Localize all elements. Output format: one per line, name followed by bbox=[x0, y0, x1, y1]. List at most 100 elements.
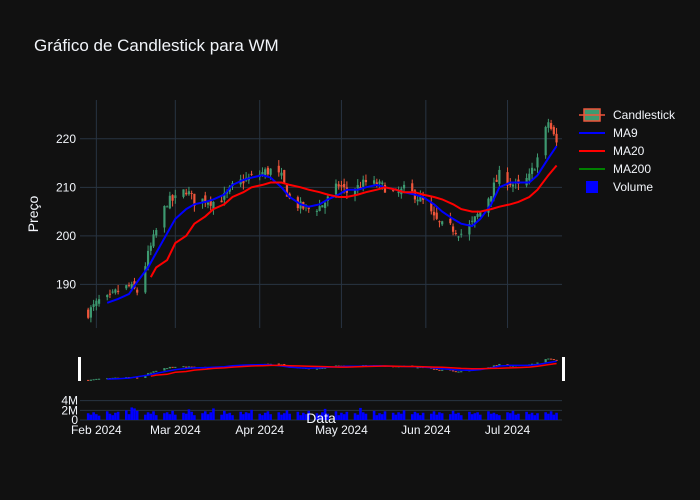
volume-bar bbox=[528, 414, 531, 420]
mini-candle bbox=[277, 363, 280, 365]
volume-bar bbox=[184, 413, 188, 420]
volume-bar bbox=[187, 409, 191, 420]
volume-tick-label: 0 bbox=[71, 413, 78, 427]
candle-body bbox=[451, 226, 455, 232]
volume-bar bbox=[402, 410, 406, 420]
candle-body bbox=[419, 196, 422, 202]
volume-bar bbox=[451, 410, 455, 420]
candle-body bbox=[204, 195, 207, 203]
volume-bar bbox=[282, 413, 286, 420]
chart-legend[interactable]: Candlestick MA9 MA20 MA200 Volume bbox=[579, 108, 676, 194]
volume-bar bbox=[277, 412, 281, 420]
volume-bar bbox=[220, 414, 223, 420]
mini-candle bbox=[315, 368, 319, 370]
candle-body bbox=[174, 195, 177, 199]
candle-body bbox=[146, 250, 150, 267]
volume-bar bbox=[130, 407, 134, 420]
volume-bar bbox=[304, 414, 308, 420]
candle-body bbox=[130, 284, 133, 290]
candle-body bbox=[492, 182, 496, 200]
candle-body bbox=[536, 157, 539, 168]
volume-bar bbox=[397, 412, 400, 420]
mini-candle bbox=[495, 365, 498, 367]
candle-body bbox=[383, 184, 387, 193]
x-axis-title: Data bbox=[306, 410, 336, 426]
mini-candle bbox=[152, 371, 155, 373]
candle-body bbox=[490, 196, 493, 202]
mini-candle bbox=[552, 359, 555, 361]
volume-bar bbox=[473, 413, 477, 420]
candle-body bbox=[223, 192, 226, 200]
volume-bar bbox=[552, 414, 556, 420]
volume-bar bbox=[410, 414, 414, 420]
candle-body bbox=[321, 205, 324, 208]
candle-body bbox=[152, 234, 155, 247]
candle-body bbox=[353, 190, 357, 196]
volume-bar bbox=[372, 410, 376, 420]
volume-bar bbox=[421, 412, 425, 420]
candle-body bbox=[209, 200, 212, 206]
candle-body bbox=[476, 214, 479, 217]
candle-body bbox=[364, 180, 368, 183]
mini-candle bbox=[174, 366, 177, 368]
volume-bar bbox=[244, 412, 248, 420]
candle-body bbox=[285, 185, 289, 197]
volume-bar bbox=[380, 414, 384, 420]
volume-bar bbox=[86, 413, 90, 420]
y-tick-label: 190 bbox=[56, 277, 76, 291]
candle-body bbox=[206, 202, 210, 205]
mini-candle bbox=[146, 373, 150, 375]
volume-bar bbox=[391, 412, 395, 420]
volume-bar bbox=[250, 409, 253, 420]
volume-bar bbox=[394, 414, 398, 420]
range-handle-left bbox=[78, 357, 81, 381]
candle-body bbox=[108, 293, 112, 295]
mini-candle bbox=[334, 365, 338, 367]
y-tick-label: 200 bbox=[56, 229, 76, 243]
volume-bar bbox=[517, 413, 520, 420]
volume-bar bbox=[116, 411, 120, 420]
volume-bar bbox=[206, 414, 210, 420]
mini-candle bbox=[166, 368, 169, 370]
candle-body bbox=[89, 307, 92, 318]
volume-bar bbox=[261, 415, 264, 420]
candle-body bbox=[212, 201, 215, 210]
price-candles bbox=[87, 118, 558, 323]
candle-body bbox=[323, 202, 327, 208]
candle-body bbox=[468, 223, 471, 235]
volume-bar bbox=[163, 413, 166, 420]
volume-bar bbox=[555, 412, 558, 420]
volume-bar bbox=[334, 411, 338, 420]
candle-body bbox=[283, 170, 286, 183]
mini-candle bbox=[168, 366, 171, 369]
candle-body bbox=[362, 179, 365, 187]
volume-bar bbox=[364, 413, 368, 420]
range-slider-preview[interactable] bbox=[78, 357, 565, 381]
mini-candle bbox=[89, 379, 92, 381]
mini-candle bbox=[283, 363, 286, 366]
candle-body bbox=[441, 221, 444, 225]
candle-body bbox=[264, 169, 267, 176]
x-tick-label: Mar 2024 bbox=[150, 423, 201, 437]
volume-bar bbox=[323, 408, 327, 420]
mini-candle bbox=[498, 363, 501, 366]
candle-body bbox=[397, 191, 400, 194]
legend-item-ma200: MA200 bbox=[579, 162, 651, 176]
volume-bar bbox=[454, 413, 458, 420]
candle-body bbox=[315, 210, 319, 212]
x-tick-label: Jul 2024 bbox=[485, 423, 531, 437]
volume-bar bbox=[223, 410, 226, 420]
volume-bar bbox=[149, 413, 153, 420]
volume-bar bbox=[435, 414, 439, 420]
volume-bar bbox=[487, 411, 490, 420]
volume-bar bbox=[231, 415, 234, 420]
mini-candle bbox=[95, 378, 98, 380]
candle-body bbox=[498, 169, 501, 184]
mini-line-ma9 bbox=[107, 360, 557, 380]
volume-bar bbox=[495, 414, 498, 420]
x-tick-label: Jun 2024 bbox=[401, 423, 451, 437]
candle-body bbox=[144, 266, 147, 293]
mini-candle bbox=[492, 365, 496, 368]
candle-body bbox=[495, 179, 498, 182]
y-tick-label: 210 bbox=[56, 180, 76, 194]
